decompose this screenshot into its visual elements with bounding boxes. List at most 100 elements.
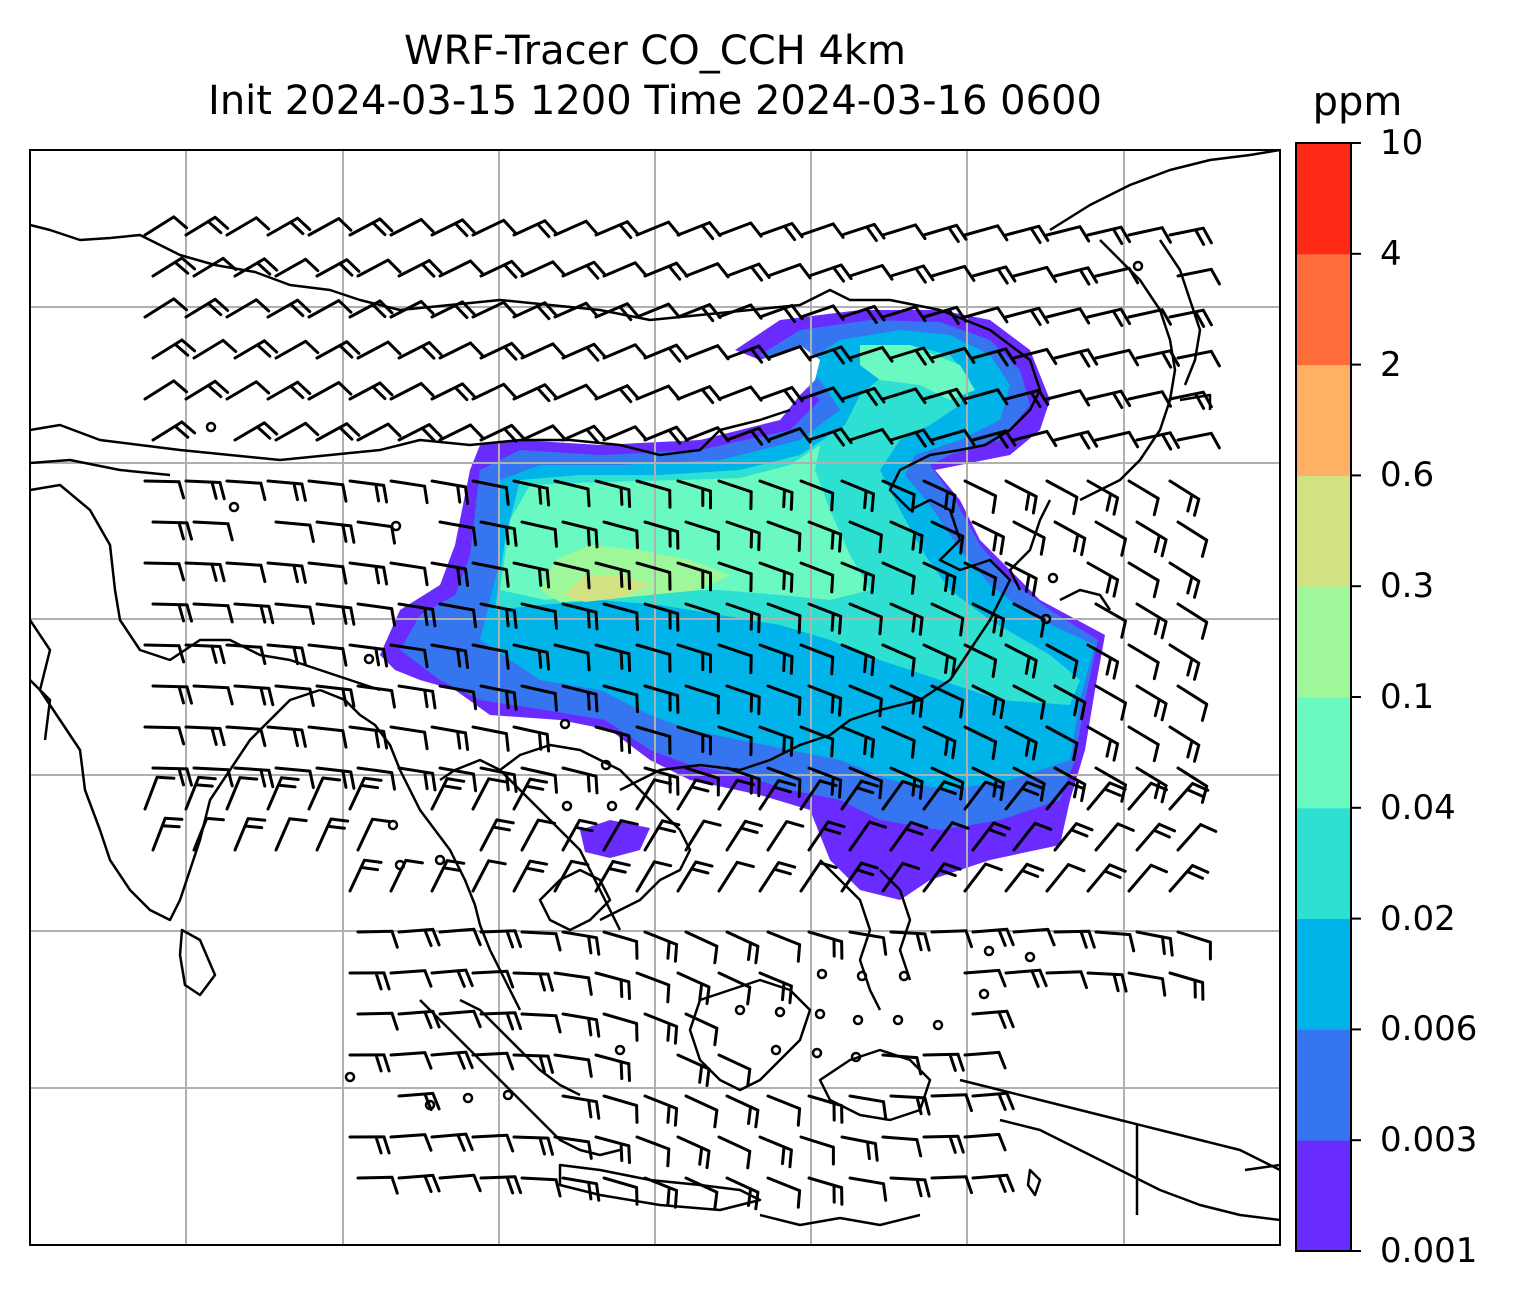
wind-barb [397,341,443,360]
wind-barb [151,602,193,623]
wind-barb [430,859,466,893]
wind-barb [1127,226,1172,244]
colorbar [1296,142,1361,1252]
wind-barb [1127,725,1160,763]
wind-barb [807,602,843,635]
colorbar-tick-label: 2 [1380,344,1402,385]
wind-barb [971,1173,1015,1193]
wind-barb [766,1094,802,1127]
wind-barb [151,520,193,541]
wind-barb [1086,307,1132,327]
wind-barb [602,1094,639,1124]
wind-barb [963,1050,1007,1070]
wind-barb [1004,479,1038,515]
plume-island-south [580,820,650,858]
wind-barb [602,343,648,360]
wind-barb [881,561,916,595]
wind-barb [471,382,517,401]
wind-barb [479,1011,523,1031]
wind-barb [930,1175,973,1195]
wind-barb [471,479,510,506]
wind-barb [307,217,353,237]
wind-barb [1094,266,1140,285]
wind-barb [274,817,308,852]
wind-barb [143,725,186,746]
wind-barb [512,971,554,992]
wind-barb [799,779,838,811]
wind-barb [274,602,315,625]
wind-barb [184,775,217,811]
wind-barb [1176,602,1209,640]
wind-barb [438,1009,482,1029]
wind-barb [553,859,590,893]
wind-barb [684,1094,719,1129]
wind-barb [1053,684,1087,721]
wind-barb [971,265,1017,285]
wind-barb [348,725,389,750]
wind-barb [1127,971,1167,997]
wind-barb [512,219,558,239]
wind-barb [397,684,437,710]
wind-barb [397,423,443,442]
wind-barb [881,1053,923,1076]
wind-barb [635,561,672,591]
wind-barb [725,819,763,852]
wind-barb [799,861,838,893]
colorbar-tick-label: 0.003 [1380,1120,1478,1161]
wind-barb [1004,561,1038,597]
wind-barb [676,385,722,405]
wind-barb [1004,725,1038,761]
colorbar-tick-label: 10 [1380,123,1424,163]
wind-barb [758,861,797,893]
wind-barb [758,971,793,1005]
wind-barb [553,643,591,672]
wind-barb [553,219,599,237]
wind-barb [971,602,1005,638]
wind-barb [1045,725,1079,762]
wind-barb [430,1132,474,1152]
wind-barb [725,930,760,965]
wind-barb [561,930,601,956]
wind-barb [635,778,673,811]
wind-barb [1168,308,1213,328]
wind-barb [807,1176,844,1206]
wind-barb [889,428,935,448]
wind-barb [438,927,482,947]
wind-barb [758,1135,793,1169]
wind-barb [184,643,226,665]
wind-barb [561,342,607,362]
wind-barb [594,561,632,590]
wind-barb [389,1133,433,1152]
wind-barb [151,766,193,787]
wind-barb [1127,561,1160,599]
title-line-1: WRF-Tracer CO_CCH 4km [403,28,907,74]
wind-barb [520,342,566,360]
wind-barb [266,643,307,666]
wind-barb [520,602,558,630]
wind-barb [520,818,557,852]
wind-barb [717,860,755,893]
wind-barb [356,817,391,852]
wind-barb [233,257,279,278]
wind-barb [397,1173,441,1194]
wind-barb [1053,266,1099,286]
wind-barb [717,643,753,675]
wind-barb [684,262,730,279]
wind-barb [471,300,517,319]
wind-barb [397,1091,441,1112]
wind-barb [799,479,835,512]
wind-barb [676,221,722,241]
wind-barb [676,778,714,811]
wind-barb [643,819,681,852]
wind-barb [430,561,470,587]
wind-barb [971,347,1017,367]
wind-barb [643,425,689,445]
wind-barb [471,643,510,670]
wind-barb [233,766,275,789]
wind-barb [1176,684,1209,722]
wind-barb [889,602,924,636]
wind-barb [430,382,476,402]
wind-barb [684,1176,719,1211]
wind-barb [520,424,566,442]
wind-barb [1094,822,1135,852]
